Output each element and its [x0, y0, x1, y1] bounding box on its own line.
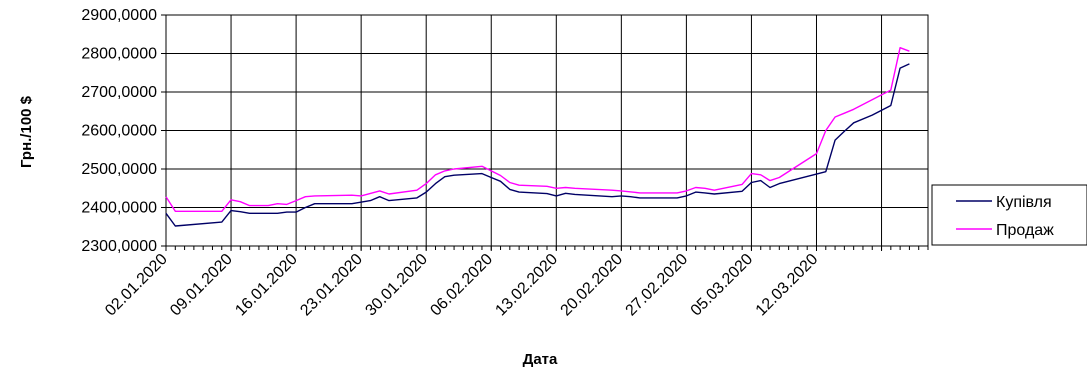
y-tick-label: 2800,0000 — [81, 46, 157, 63]
y-axis: 2300,0000 2400,0000 2500,0000 2600,0000 2700… — [81, 7, 166, 255]
legend-box — [931, 184, 1087, 246]
grid — [165, 14, 928, 251]
y-axis-title: Грн./100 $ — [18, 95, 35, 168]
legend-label: Продаж — [996, 222, 1054, 239]
legend-label: Купівля — [996, 194, 1052, 211]
y-tick-label: 2400,0000 — [81, 200, 157, 217]
y-tick-label: 2500,0000 — [81, 161, 157, 178]
series-group — [165, 47, 910, 227]
y-tick-label: 2700,0000 — [81, 84, 157, 101]
legend: Купівля Продаж — [931, 184, 1087, 246]
series-line-2 — [165, 47, 910, 213]
y-tick-label: 2600,0000 — [81, 123, 157, 140]
y-tick-label: 2900,0000 — [81, 7, 157, 24]
x-axis-title: Дата — [523, 351, 558, 368]
series-line-1 — [165, 63, 910, 227]
y-tick-label: 2300,0000 — [81, 238, 157, 255]
